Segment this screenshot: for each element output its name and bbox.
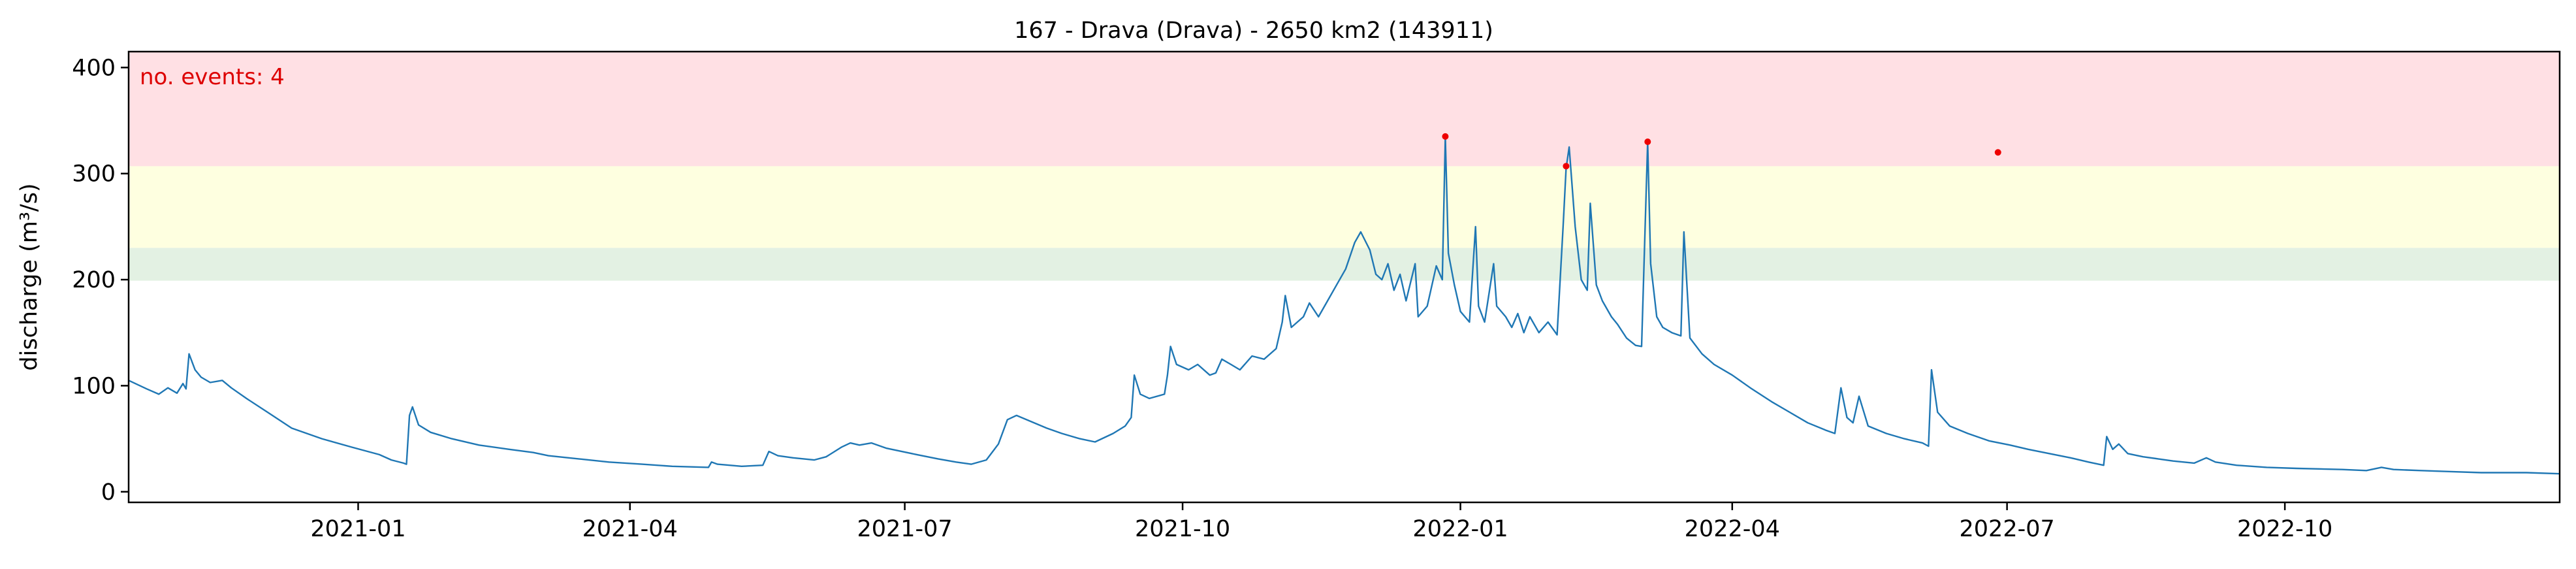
event-point-2 xyxy=(1563,163,1570,170)
event-point-3 xyxy=(1644,138,1651,145)
threshold-bands xyxy=(129,52,2560,281)
event-point-4 xyxy=(1994,149,2001,156)
y-axis-label: discharge (m³/s) xyxy=(16,183,42,370)
series-layer xyxy=(128,135,2560,475)
plot-frame xyxy=(127,50,2561,504)
event-count-annotation: no. events: 4 xyxy=(140,64,285,90)
y-tick-label: 200 xyxy=(72,267,116,293)
x-tick-label: 2022-01 xyxy=(1412,516,1508,542)
y-tick-label: 0 xyxy=(101,480,116,506)
threshold-band-2 xyxy=(129,52,2560,167)
event-point-1 xyxy=(1442,133,1449,140)
y-tick-label: 400 xyxy=(72,55,116,81)
x-tick-label: 2022-04 xyxy=(1685,516,1780,542)
x-tick-label: 2021-04 xyxy=(582,516,678,542)
chart-title: 167 - Drava (Drava) - 2650 km2 (143911) xyxy=(1014,18,1493,44)
threshold-band-0 xyxy=(129,248,2560,281)
x-tick-label: 2021-07 xyxy=(857,516,952,542)
event-markers xyxy=(1442,133,2001,170)
threshold-band-1 xyxy=(129,166,2560,248)
y-tick-label: 300 xyxy=(72,161,116,187)
x-tick-label: 2021-10 xyxy=(1135,516,1230,542)
x-axis: 2021-01 2021-04 2021-07 2021-10 2022-01 2022-… xyxy=(310,502,2332,542)
x-tick-label: 2022-10 xyxy=(2237,516,2332,542)
x-tick-label: 2022-07 xyxy=(1960,516,2055,542)
y-axis: 0 100 200 300 400 xyxy=(72,55,129,506)
discharge-line xyxy=(128,135,2560,475)
x-tick-label: 2021-01 xyxy=(310,516,405,542)
y-tick-label: 100 xyxy=(72,373,116,399)
